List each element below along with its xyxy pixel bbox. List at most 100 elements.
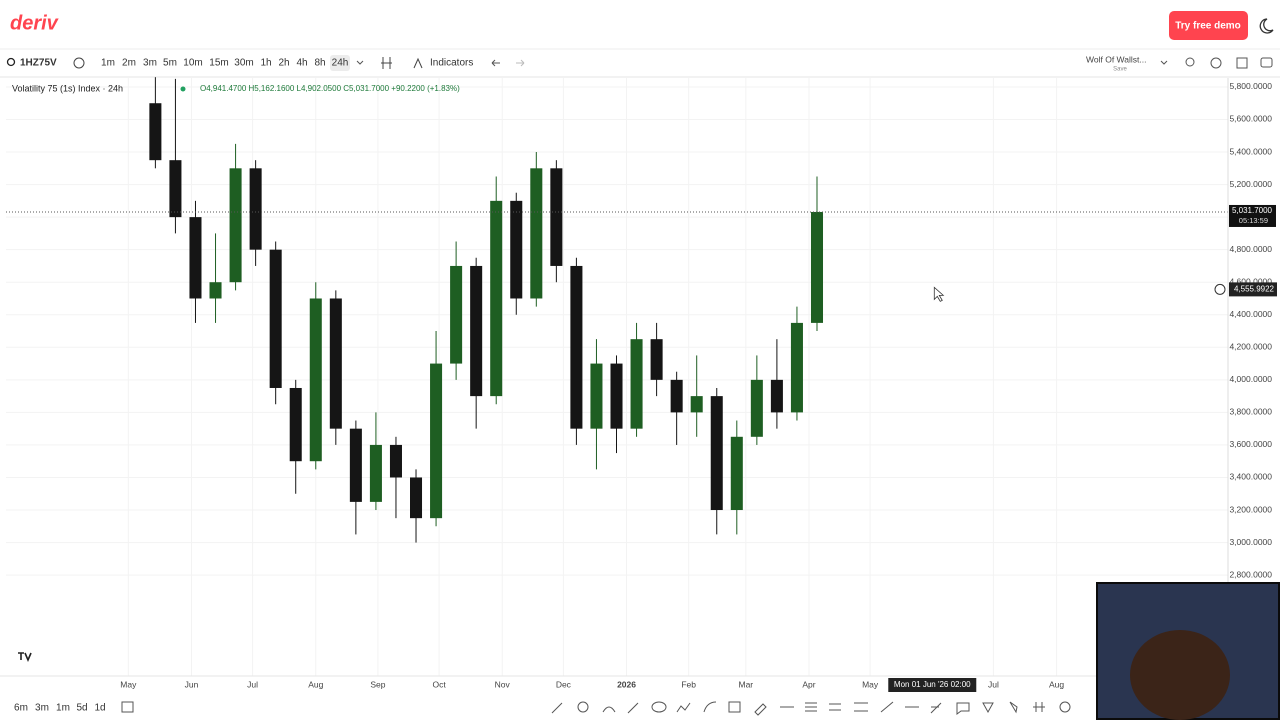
interval-button[interactable]: 30m xyxy=(234,58,253,69)
y-tick-label: 4,000.0000 xyxy=(1229,374,1272,384)
interval-button[interactable]: 3m xyxy=(143,58,157,69)
chevron[interactable] xyxy=(356,60,364,65)
logo[interactable]: deriv xyxy=(10,12,60,34)
candle-body xyxy=(530,168,543,299)
x-tick-label: Apr xyxy=(802,679,815,689)
candle-body xyxy=(169,160,182,218)
y-tick-label: 3,000.0000 xyxy=(1229,537,1272,547)
candle-body xyxy=(730,436,743,511)
candle-body xyxy=(309,298,322,462)
chart-type-icon[interactable] xyxy=(381,57,392,69)
x-tick-label: Sep xyxy=(370,679,385,689)
date-range-icon[interactable] xyxy=(121,701,134,713)
compare-icon[interactable] xyxy=(73,57,85,69)
candle-body xyxy=(670,379,683,413)
interval-button[interactable]: 1m xyxy=(101,58,115,69)
y-tick-label: 4,200.0000 xyxy=(1229,342,1272,352)
interval-button[interactable]: 2m xyxy=(122,58,136,69)
range-button[interactable]: 1m xyxy=(56,703,70,714)
candle-body xyxy=(389,444,402,478)
interval-active-bg[interactable] xyxy=(330,55,350,71)
candle-body xyxy=(550,168,563,266)
candle-body xyxy=(490,200,503,397)
x-tick-label: Oct xyxy=(432,679,446,689)
interval-button[interactable]: 24h xyxy=(332,58,349,69)
y-tick-label: 5,400.0000 xyxy=(1229,146,1272,156)
candle-body xyxy=(229,168,242,283)
crosshair-plus[interactable] xyxy=(1214,283,1226,295)
crosshair-price-tag xyxy=(1229,282,1277,297)
cta-button[interactable] xyxy=(1169,11,1248,40)
crosshair-date-tag xyxy=(888,678,977,692)
chart[interactable]: 5,800.0000 5,600.0000 5,400.0000 5,200.0000… xyxy=(6,77,1277,692)
candle-body xyxy=(269,249,282,388)
layout-chevron[interactable] xyxy=(1160,60,1168,65)
candle-body xyxy=(570,265,583,429)
y-tick-label: 5,200.0000 xyxy=(1229,179,1272,189)
ohlc-legend: O4,941.4700 H5,162.1600 L4,902.0500 C5,0… xyxy=(200,84,460,93)
candle-body xyxy=(410,477,423,519)
undo[interactable] xyxy=(491,59,500,67)
range-button[interactable]: 5d xyxy=(76,703,87,714)
theme-toggle[interactable] xyxy=(1259,18,1274,34)
candle-body xyxy=(610,363,623,429)
y-tick-label: 5,800.0000 xyxy=(1229,81,1272,91)
candle-body xyxy=(329,298,342,429)
chart-title: Volatility 75 (1s) Index · 24h xyxy=(12,83,123,93)
y-tick-label: 4,800.0000 xyxy=(1229,244,1272,254)
interval-button[interactable]: 1h xyxy=(260,58,271,69)
search-icon[interactable] xyxy=(6,57,16,67)
webcam-person xyxy=(1130,630,1230,720)
drawing-tools[interactable] xyxy=(551,701,1071,716)
candle-body xyxy=(249,168,262,250)
indicators-button[interactable]: Indicators xyxy=(430,58,473,69)
candle-body xyxy=(450,265,463,364)
candle-body xyxy=(369,444,382,502)
interval-button[interactable]: 8h xyxy=(314,58,325,69)
range-group: 6m 3m 1m 5d 1d xyxy=(14,703,106,714)
candle-body xyxy=(349,428,362,502)
last-price-tag xyxy=(1229,204,1276,227)
interval-group: 1m 2m 3m 5m 10m 15m 30m 1h 2h 4h 8h 24h xyxy=(101,55,350,71)
range-button[interactable]: 1d xyxy=(94,703,105,714)
layout-name[interactable]: Wolf Of Wallst... xyxy=(1086,54,1146,64)
redo[interactable] xyxy=(516,59,525,67)
x-tick-label: Nov xyxy=(495,679,511,689)
y-tick-label: 5,600.0000 xyxy=(1229,114,1272,124)
symbol[interactable]: 1HZ75V xyxy=(20,58,57,69)
interval-button[interactable]: 5m xyxy=(163,58,177,69)
interval-button[interactable]: 4h xyxy=(296,58,307,69)
crosshair-price-label: 4,555.9922 xyxy=(1234,284,1275,293)
cta-label[interactable]: Try free demo xyxy=(1175,21,1241,32)
candle-body xyxy=(590,363,603,429)
candle-body xyxy=(630,339,643,429)
snapshot-icon[interactable] xyxy=(1260,57,1273,68)
indicators-icon[interactable] xyxy=(413,57,423,69)
x-tick-label: Aug xyxy=(308,679,323,689)
x-tick-label: 2026 xyxy=(617,679,636,689)
x-tick-label: Feb xyxy=(681,679,696,689)
range-button[interactable]: 3m xyxy=(35,703,49,714)
status-dot xyxy=(180,86,186,92)
x-tick-label: Aug xyxy=(1049,679,1064,689)
x-tick-label: May xyxy=(120,679,137,689)
x-tick-label: Jun xyxy=(185,679,199,689)
save-button[interactable]: Save xyxy=(1113,67,1127,73)
interval-button[interactable]: 15m xyxy=(209,58,228,69)
interval-button[interactable]: 2h xyxy=(278,58,289,69)
candle-body xyxy=(770,379,783,413)
fullscreen-icon[interactable] xyxy=(1236,57,1248,69)
tv-logo-mark xyxy=(18,652,32,663)
candle-body xyxy=(510,200,523,299)
y-tick-label: 3,200.0000 xyxy=(1229,504,1272,514)
y-tick-label: 2,800.0000 xyxy=(1229,569,1272,579)
zoom-icon[interactable] xyxy=(1185,57,1195,67)
range-button[interactable]: 6m xyxy=(14,703,28,714)
candle-body xyxy=(710,396,723,511)
settings-icon[interactable] xyxy=(1210,57,1222,69)
x-tick-label: Jul xyxy=(247,679,258,689)
interval-button[interactable]: 10m xyxy=(183,58,202,69)
x-tick-label: Jul xyxy=(988,679,999,689)
